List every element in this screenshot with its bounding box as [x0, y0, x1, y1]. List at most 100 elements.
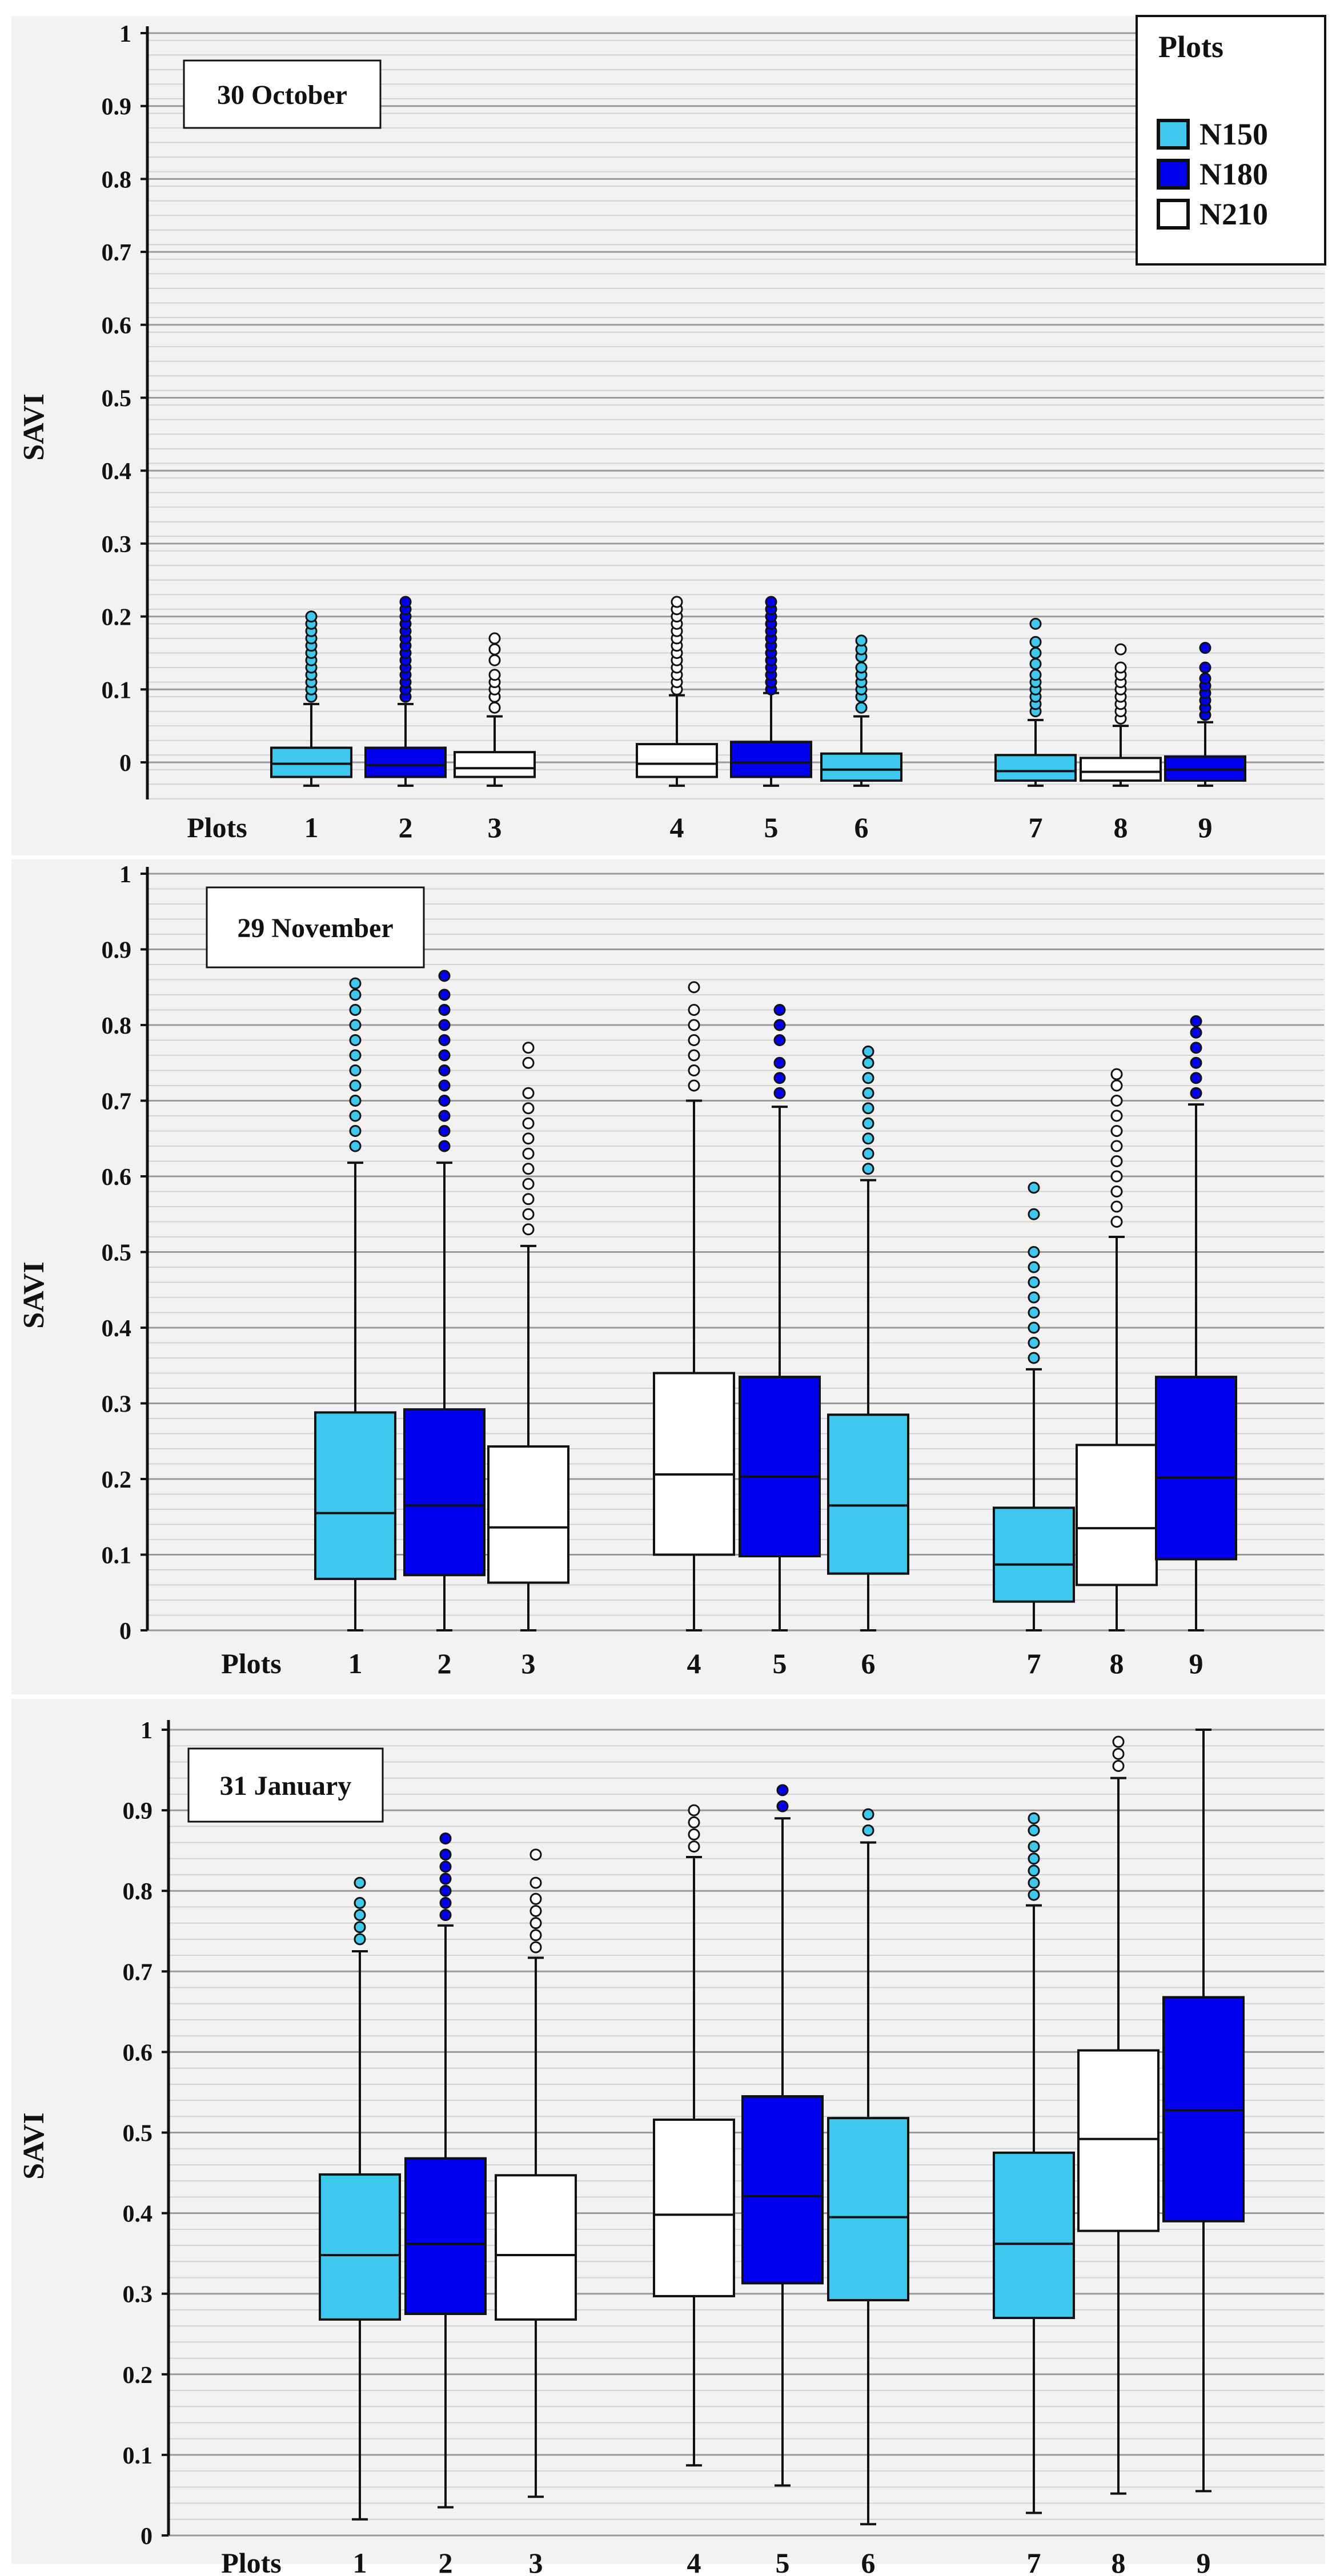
chart-panel-2: 0 0.1 0.2 0.3 0.4 0.5 0.6 0.7 0.8 0.9 1 SAVI 29 Nove…	[11, 859, 1325, 1694]
y-tick-label: 0.6	[102, 313, 132, 339]
outlier-point	[1110, 1140, 1123, 1152]
outlier-point	[439, 1860, 452, 1873]
y-tick-label: 0.2	[123, 2362, 153, 2389]
y-tick-label: 0.8	[123, 1879, 153, 1905]
outlier-point	[399, 596, 412, 608]
box-plot-1	[314, 977, 396, 1631]
outlier-point	[1028, 1864, 1040, 1877]
iqr-box	[1076, 1444, 1158, 1586]
iqr-box	[653, 1372, 735, 1556]
iqr-box	[730, 741, 812, 778]
chart-panel-3: 0 0.1 0.2 0.3 0.4 0.5 0.6 0.7 0.8 0.9 1 SAVI 31 Janu…	[11, 1699, 1325, 2576]
x-tick-label: 8	[1112, 2547, 1126, 2573]
outlier-point	[1028, 1840, 1040, 1853]
x-tick-label: 5	[773, 1647, 787, 1679]
y-tick-label: 0.4	[102, 459, 132, 485]
outlier-point	[522, 1056, 535, 1069]
x-tick-label: 8	[1114, 811, 1128, 843]
boxplots	[319, 1729, 1245, 2526]
iqr-box	[993, 2151, 1075, 2320]
box-plot-2	[403, 970, 486, 1631]
outlier-point	[1028, 1876, 1040, 1889]
panel-title: 29 November	[237, 913, 393, 943]
box-plot-3	[454, 632, 536, 787]
outlier-point	[1112, 1735, 1125, 1748]
outlier-point	[1110, 1185, 1123, 1197]
outlier-point	[522, 1042, 535, 1054]
y-tick-label: 0	[119, 750, 131, 777]
y-tick-label: 0.3	[102, 1392, 132, 1418]
outlier-point	[438, 988, 451, 1001]
outlier-point	[1199, 672, 1211, 685]
panel-title-box	[187, 1747, 384, 1823]
outlier-point	[1110, 1216, 1123, 1228]
outlier-point	[862, 1102, 874, 1115]
x-axis-label: Plots	[221, 1647, 282, 1679]
y-tick-label: 0.7	[123, 1959, 153, 1986]
outlier-point	[1112, 1759, 1125, 1772]
outlier-point	[773, 1056, 786, 1069]
outlier-point	[349, 1125, 362, 1137]
y-tick-label: 0.3	[123, 2282, 153, 2308]
outlier-point	[438, 1079, 451, 1092]
outlier-point	[522, 1087, 535, 1099]
y-tick-label: 0	[119, 1618, 131, 1645]
box-plot-9	[1162, 1729, 1245, 2493]
x-tick-label: 3	[521, 1647, 536, 1679]
x-tick-label: 6	[854, 811, 869, 843]
box-plot-1	[319, 1876, 401, 2521]
outlier-point	[1028, 1888, 1040, 1901]
y-tick-label: 0.8	[102, 167, 132, 193]
boxplots	[270, 596, 1246, 787]
outlier-point	[688, 1019, 700, 1031]
outlier-point	[1029, 617, 1042, 630]
iqr-box	[314, 1411, 396, 1580]
outlier-point	[522, 1147, 535, 1160]
outlier-point	[1028, 1812, 1040, 1825]
outlier-point	[862, 1132, 874, 1145]
outlier-point	[671, 596, 683, 608]
legend-label: N180	[1199, 157, 1268, 191]
iqr-box	[403, 1408, 486, 1577]
y-tick-label: 0.5	[102, 1240, 132, 1267]
iqr-box	[454, 751, 536, 778]
outlier-point	[1110, 1155, 1123, 1167]
outlier-point	[529, 1929, 542, 1942]
outlier-point	[438, 1095, 451, 1107]
outlier-point	[349, 1110, 362, 1122]
outlier-point	[349, 1049, 362, 1062]
x-tick-label: 5	[764, 811, 779, 843]
outlier-point	[1114, 643, 1127, 656]
boxplots	[314, 970, 1237, 1631]
x-tick-label: 4	[687, 1647, 701, 1679]
outlier-point	[349, 1064, 362, 1076]
outlier-point	[688, 1034, 700, 1046]
legend-items: N150 N180 N210	[1157, 117, 1268, 231]
outlier-point	[349, 1140, 362, 1152]
box-plot-7	[993, 1181, 1075, 1631]
outlier-point	[1028, 1246, 1040, 1258]
iqr-box	[1080, 757, 1162, 782]
outlier-point	[1028, 1261, 1040, 1273]
outlier-point	[438, 1110, 451, 1122]
outlier-point	[688, 1049, 700, 1062]
x-axis-label: Plots	[187, 811, 247, 843]
outlier-point	[529, 1848, 542, 1861]
panel-title: 31 January	[220, 1771, 352, 1801]
outlier-point	[1029, 658, 1042, 670]
y-tick-label: 0.1	[102, 677, 132, 704]
box-plot-9	[1164, 642, 1246, 787]
panels-layer: 0 0.1 0.2 0.3 0.4 0.5 0.6 0.7 0.8 0.9 1 SAVI 30 Octo…	[11, 16, 1325, 2576]
iqr-box	[404, 2157, 487, 2315]
y-tick-label: 0.4	[102, 1316, 132, 1342]
iqr-box	[1155, 1376, 1237, 1561]
outlier-point	[522, 1208, 535, 1220]
outlier-point	[349, 988, 362, 1001]
outlier-point	[688, 981, 700, 994]
outlier-point	[1028, 1337, 1040, 1349]
outlier-point	[688, 1064, 700, 1076]
outlier-point	[522, 1193, 535, 1205]
outlier-point	[1190, 1072, 1202, 1084]
